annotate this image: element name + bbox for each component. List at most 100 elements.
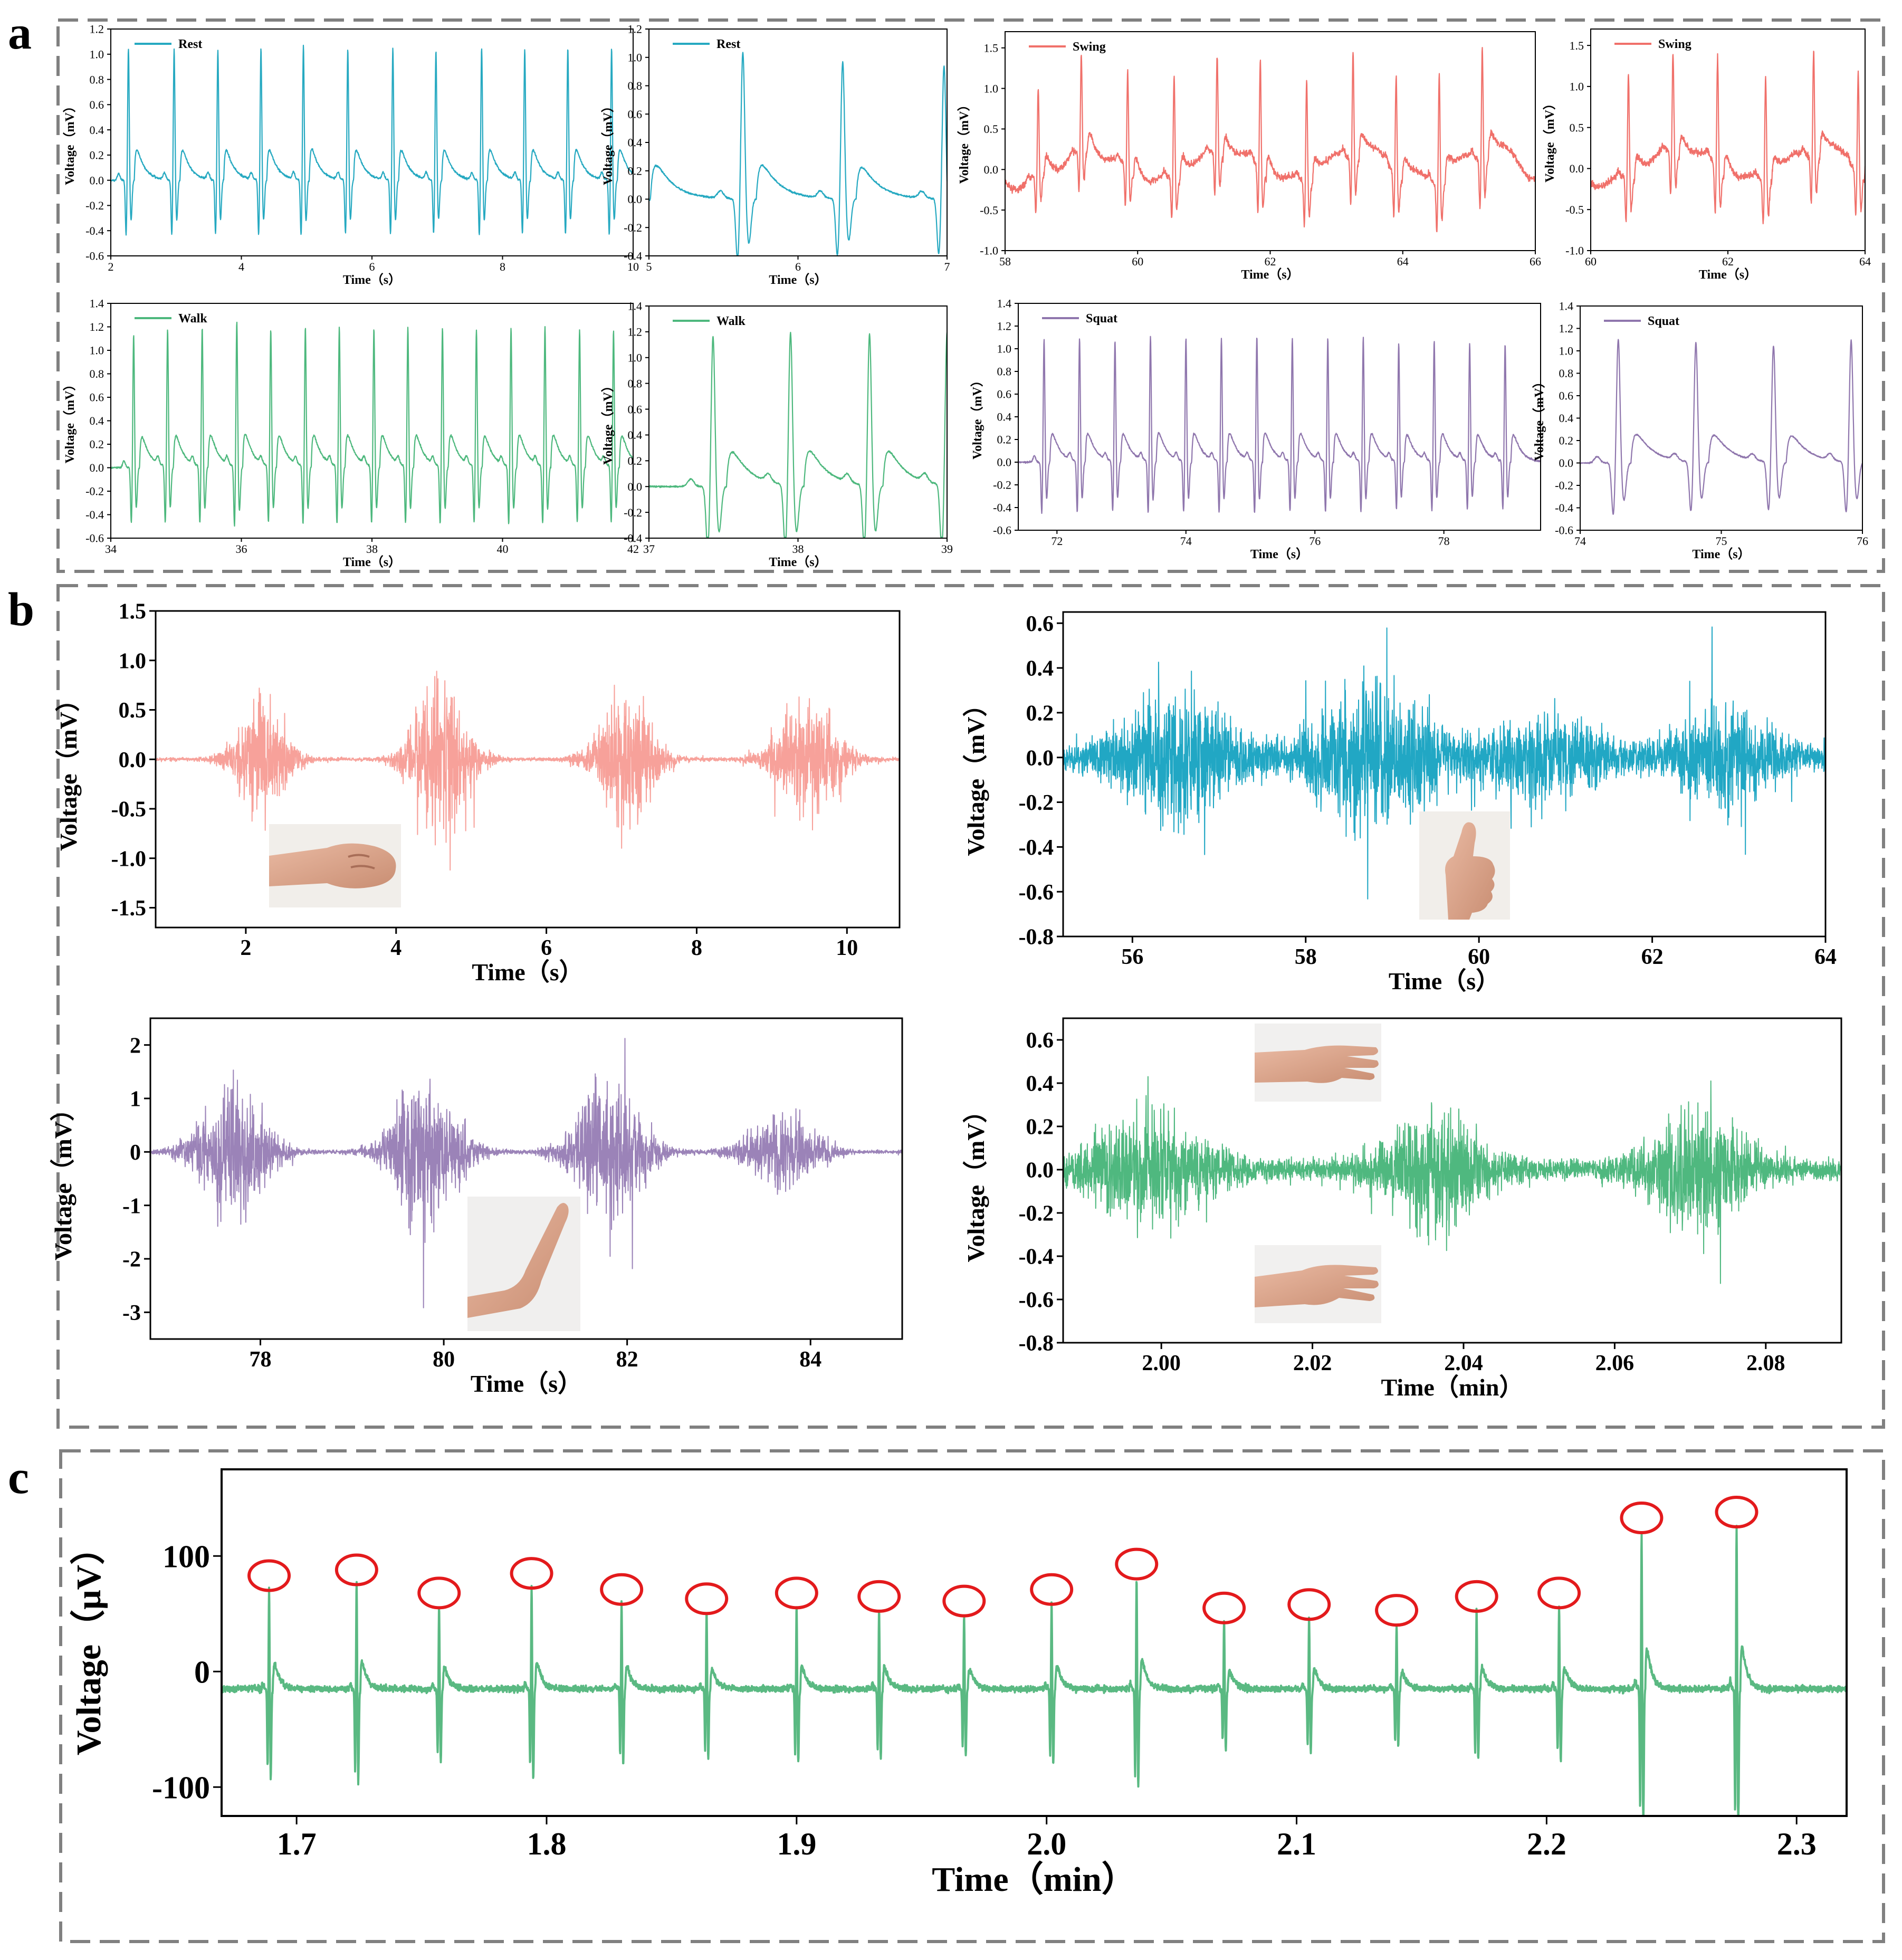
legend-label: Swing	[1073, 40, 1106, 54]
x-tick-label: 5	[646, 260, 652, 273]
legend-label: Rest	[716, 37, 740, 51]
x-tick-label: 2	[240, 936, 251, 960]
axes-frame	[1580, 305, 1863, 531]
y-tick-label: 0.0	[1026, 746, 1054, 770]
r-peak-marker	[417, 1576, 461, 1610]
x-tick-label: 60	[1132, 255, 1143, 268]
y-tick-label: 0.4	[90, 123, 104, 137]
y-axis-label: Voltage（mV）	[962, 1098, 989, 1262]
y-tick-label: 0.6	[90, 98, 104, 111]
x-tick-label: 10	[627, 260, 639, 273]
y-tick-label: 0.2	[628, 454, 643, 467]
axes-frame	[1005, 31, 1536, 251]
palm-up-photo	[1255, 1024, 1381, 1102]
panel-label-b: b	[8, 584, 34, 636]
x-axis-label: Time（s）	[1241, 267, 1299, 282]
r-peak-marker	[1115, 1547, 1159, 1581]
x-axis-label: Time（min）	[1381, 1374, 1523, 1401]
r-peak-marker	[334, 1553, 378, 1586]
x-tick-label: 60	[1468, 945, 1490, 969]
y-tick-label: 0.6	[628, 108, 643, 121]
y-tick-label: 0.0	[984, 163, 999, 176]
r-peak-marker	[1715, 1496, 1758, 1529]
x-tick-label: 78	[250, 1347, 272, 1372]
x-tick-label: 60	[1585, 255, 1597, 268]
y-axis-label: Voltage（mV）	[1532, 376, 1546, 461]
y-tick-label: -0.5	[111, 798, 147, 822]
legend-label: Squat	[1086, 312, 1117, 326]
y-tick-label: -0.2	[993, 479, 1011, 492]
axes-frame	[149, 1017, 903, 1340]
y-axis-label: Voltage（mV）	[55, 687, 82, 851]
series-line	[1018, 336, 1542, 514]
y-tick-label: -0.6	[1019, 1288, 1054, 1313]
y-tick-label: -0.4	[993, 501, 1011, 514]
y-axis-label: Voltage（μV）	[69, 1530, 108, 1755]
x-tick-label: 74	[1180, 534, 1192, 548]
y-tick-label: 0.2	[628, 164, 643, 177]
y-tick-label: 0.8	[628, 377, 643, 390]
legend-label: Squat	[1648, 314, 1679, 328]
y-tick-label: -2	[122, 1248, 141, 1272]
x-tick-label: 36	[236, 542, 247, 556]
axes-frame	[155, 610, 901, 929]
x-tick-label: 62	[1265, 255, 1276, 268]
y-tick-label: 0.4	[1026, 657, 1054, 681]
x-tick-label: 78	[1438, 534, 1450, 548]
x-tick-label: 10	[836, 936, 858, 960]
y-tick-label: 1.0	[628, 51, 643, 64]
y-tick-label: 1.0	[119, 649, 147, 673]
y-tick-label: 1.2	[90, 320, 104, 333]
fist-photo	[269, 824, 401, 907]
y-tick-label: 100	[163, 1539, 210, 1574]
y-tick-label: -0.2	[1019, 791, 1054, 815]
axes-frame	[221, 1468, 1848, 1817]
y-tick-label: 0.0	[628, 480, 643, 493]
y-tick-label: 0	[130, 1141, 141, 1165]
y-tick-label: 0.2	[1026, 1115, 1054, 1140]
y-tick-label: 0.5	[119, 699, 147, 723]
y-tick-label: 1	[130, 1087, 141, 1112]
y-tick-label: 0.8	[997, 365, 1012, 378]
chart-c: 1.7 1.8 1.9 2.0 2.1 2.2 2.3 -100 0 100 Time（min） Vo…	[69, 1468, 1848, 1899]
y-tick-label: 0.6	[997, 388, 1012, 401]
y-tick-label: 1.0	[628, 351, 643, 364]
y-tick-label: 2	[130, 1034, 141, 1058]
y-tick-label: 1.5	[119, 600, 147, 624]
y-tick-label: 0.6	[1026, 612, 1054, 636]
axes-frame	[1062, 611, 1827, 938]
y-tick-label: 0.0	[1026, 1159, 1054, 1183]
x-tick-label: 39	[941, 542, 953, 556]
r-peak-marker	[942, 1584, 986, 1618]
x-tick-label: 6	[541, 936, 552, 960]
r-peak-marker	[1287, 1588, 1331, 1621]
x-tick-label: 1.8	[527, 1827, 567, 1861]
r-peak-marker	[1030, 1573, 1074, 1606]
r-peak-marker	[600, 1573, 644, 1606]
axes-frame	[1590, 28, 1866, 251]
r-peak-marker	[1537, 1576, 1581, 1610]
y-tick-label: -0.4	[85, 508, 104, 521]
x-tick-label: 7	[944, 260, 950, 273]
y-axis-label: Voltage（mV）	[63, 378, 77, 464]
y-tick-label: 1.0	[90, 344, 104, 357]
x-tick-label: 8	[500, 260, 505, 273]
x-axis-label: Time（s）	[1250, 547, 1308, 561]
y-tick-label: 0.2	[90, 149, 104, 162]
x-tick-label: 75	[1716, 534, 1727, 548]
y-tick-label: 1.4	[997, 297, 1012, 310]
x-tick-label: 62	[1641, 945, 1664, 969]
y-tick-label: 0.4	[90, 414, 104, 427]
y-tick-label: 0	[194, 1655, 210, 1689]
thumbs-up-photo	[1419, 811, 1510, 920]
chart-a6: 37 38 39 -0.4 -0.2 0.0 0.2 0.4 0.6 0.8 1.0 1.2 1.4 Ti…	[601, 300, 953, 569]
legend-label: Walk	[178, 312, 207, 326]
x-tick-label: 62	[1722, 255, 1734, 268]
x-tick-label: 1.7	[277, 1827, 317, 1861]
x-tick-label: 34	[105, 542, 117, 556]
y-tick-label: -0.5	[980, 204, 998, 217]
x-axis-label: Time（s）	[472, 959, 583, 986]
y-axis-label: Voltage（mV）	[63, 100, 77, 185]
y-tick-label: -1.0	[980, 244, 998, 257]
x-tick-label: 38	[792, 542, 804, 556]
